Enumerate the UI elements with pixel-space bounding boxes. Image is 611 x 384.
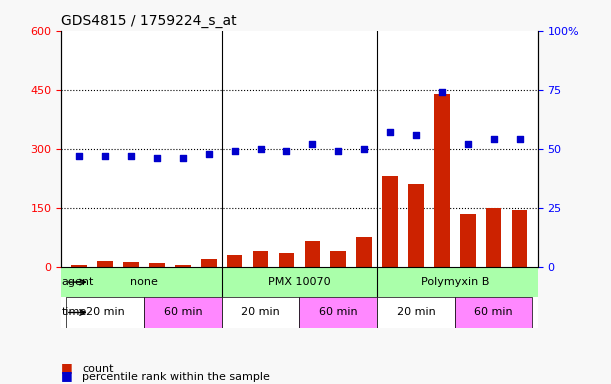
Text: GDS4815 / 1759224_s_at: GDS4815 / 1759224_s_at <box>61 14 236 28</box>
Text: none: none <box>130 277 158 287</box>
Point <box>255 146 265 152</box>
Point <box>463 141 473 147</box>
Point <box>359 146 369 152</box>
FancyBboxPatch shape <box>377 297 455 328</box>
Point <box>437 89 447 95</box>
Point <box>100 153 110 159</box>
Bar <box>331 251 346 267</box>
Text: 20 min: 20 min <box>397 308 435 318</box>
Bar <box>149 263 165 267</box>
Point <box>75 153 84 159</box>
Point <box>204 151 214 157</box>
Bar <box>486 208 502 267</box>
Bar <box>512 210 527 267</box>
Point <box>282 148 291 154</box>
FancyBboxPatch shape <box>299 297 377 328</box>
Text: Polymyxin B: Polymyxin B <box>420 277 489 287</box>
Point <box>334 148 343 154</box>
Text: 20 min: 20 min <box>86 308 125 318</box>
Bar <box>227 255 243 267</box>
FancyBboxPatch shape <box>455 297 533 328</box>
Text: agent: agent <box>61 277 93 287</box>
Bar <box>97 261 113 267</box>
Text: ■: ■ <box>61 369 73 382</box>
Bar <box>175 265 191 267</box>
Text: PMX 10070: PMX 10070 <box>268 277 331 287</box>
Point <box>178 155 188 161</box>
Point <box>411 132 421 138</box>
Text: 60 min: 60 min <box>474 308 513 318</box>
Point <box>307 141 317 147</box>
Text: percentile rank within the sample: percentile rank within the sample <box>82 372 270 382</box>
Bar <box>460 214 475 267</box>
Bar <box>201 259 216 267</box>
Bar <box>304 242 320 267</box>
Point <box>489 136 499 142</box>
Point <box>385 129 395 136</box>
FancyBboxPatch shape <box>144 297 222 328</box>
Text: ■: ■ <box>61 361 73 374</box>
Bar <box>253 251 268 267</box>
FancyBboxPatch shape <box>66 297 144 328</box>
Text: 60 min: 60 min <box>164 308 202 318</box>
Bar <box>382 176 398 267</box>
Text: 60 min: 60 min <box>319 308 357 318</box>
Bar <box>356 237 372 267</box>
Bar <box>123 262 139 267</box>
Text: count: count <box>82 364 114 374</box>
Text: 20 min: 20 min <box>241 308 280 318</box>
Bar <box>279 253 295 267</box>
Point <box>514 136 524 142</box>
Bar <box>71 265 87 267</box>
Bar <box>434 94 450 267</box>
FancyBboxPatch shape <box>222 297 299 328</box>
Point <box>126 153 136 159</box>
Point <box>230 148 240 154</box>
Point <box>152 155 162 161</box>
Bar <box>408 184 423 267</box>
Text: time: time <box>61 308 87 318</box>
